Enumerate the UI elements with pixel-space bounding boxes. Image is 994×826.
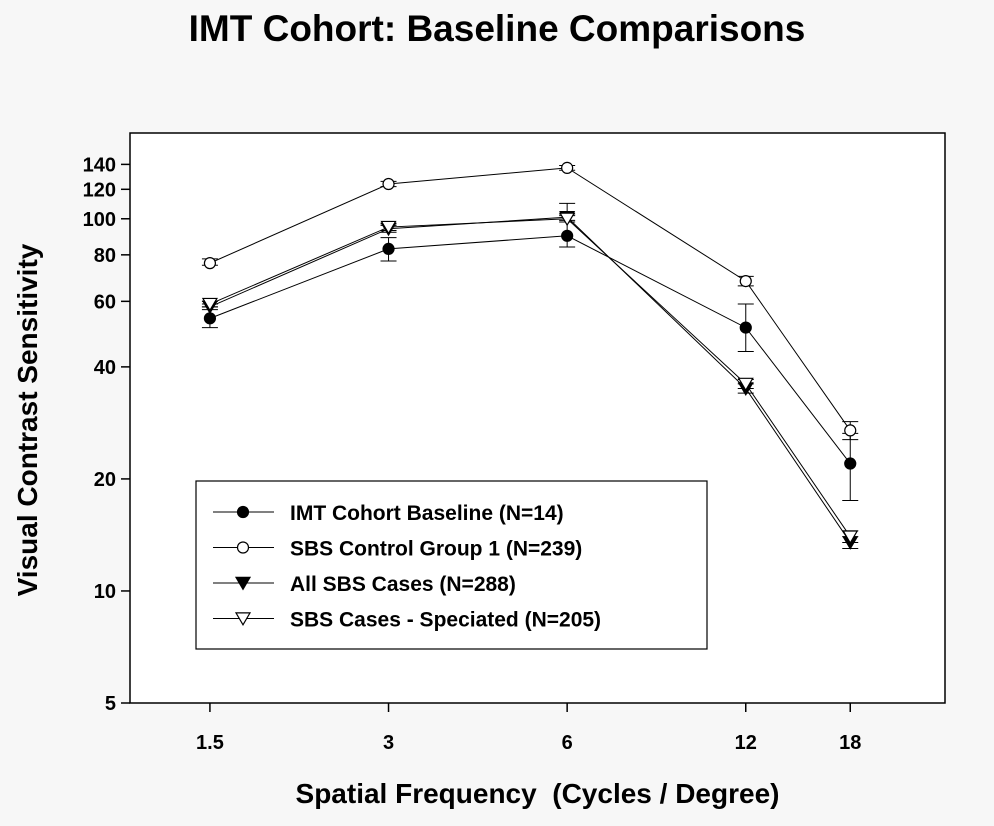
y-tick-label: 5: [105, 693, 116, 715]
x-tick-label: 6: [562, 732, 573, 754]
x-tick-label: 12: [735, 732, 757, 754]
data-point: [559, 212, 576, 227]
data-point: [739, 275, 752, 288]
x-axis-label: Spatial Frequency (Cycles / Degree): [295, 778, 780, 809]
data-point: [382, 242, 395, 255]
data-point: [739, 321, 752, 334]
y-tick-label: 140: [83, 154, 116, 176]
legend-marker: [234, 612, 252, 626]
data-point: [380, 220, 397, 235]
legend-marker: [234, 576, 252, 591]
y-tick-label: 100: [83, 209, 116, 231]
y-tick-label: 120: [83, 179, 116, 201]
legend-entry: SBS Cases - Speciated (N=205): [290, 609, 601, 632]
x-tick-label: 3: [383, 732, 394, 754]
y-tick-label: 20: [94, 469, 116, 491]
data-point: [561, 161, 574, 174]
y-tick-label: 80: [94, 245, 116, 267]
legend-entry: IMT Cohort Baseline (N=14): [290, 502, 564, 525]
data-point: [561, 229, 574, 242]
data-point: [382, 177, 395, 191]
data-point: [203, 312, 217, 325]
data-point: [842, 530, 859, 545]
legend-box: [195, 480, 708, 650]
legend-entry: SBS Control Group 1 (N=239): [290, 538, 582, 561]
legend-marker: [236, 541, 250, 554]
x-tick-label: 1.5: [196, 732, 224, 754]
y-tick-label: 10: [94, 581, 116, 603]
data-point: [203, 257, 217, 270]
chart-title: IMT Cohort: Baseline Comparisons: [188, 8, 806, 49]
legend-entry: All SBS Cases (N=288): [290, 573, 516, 596]
legend-marker: [236, 505, 250, 519]
y-tick-label: 60: [94, 291, 116, 313]
data-point: [201, 297, 218, 312]
data-point: [737, 377, 754, 392]
data-point: [844, 457, 857, 470]
data-point: [844, 424, 857, 437]
x-tick-label: 18: [839, 732, 861, 754]
y-tick-label: 40: [94, 357, 116, 379]
